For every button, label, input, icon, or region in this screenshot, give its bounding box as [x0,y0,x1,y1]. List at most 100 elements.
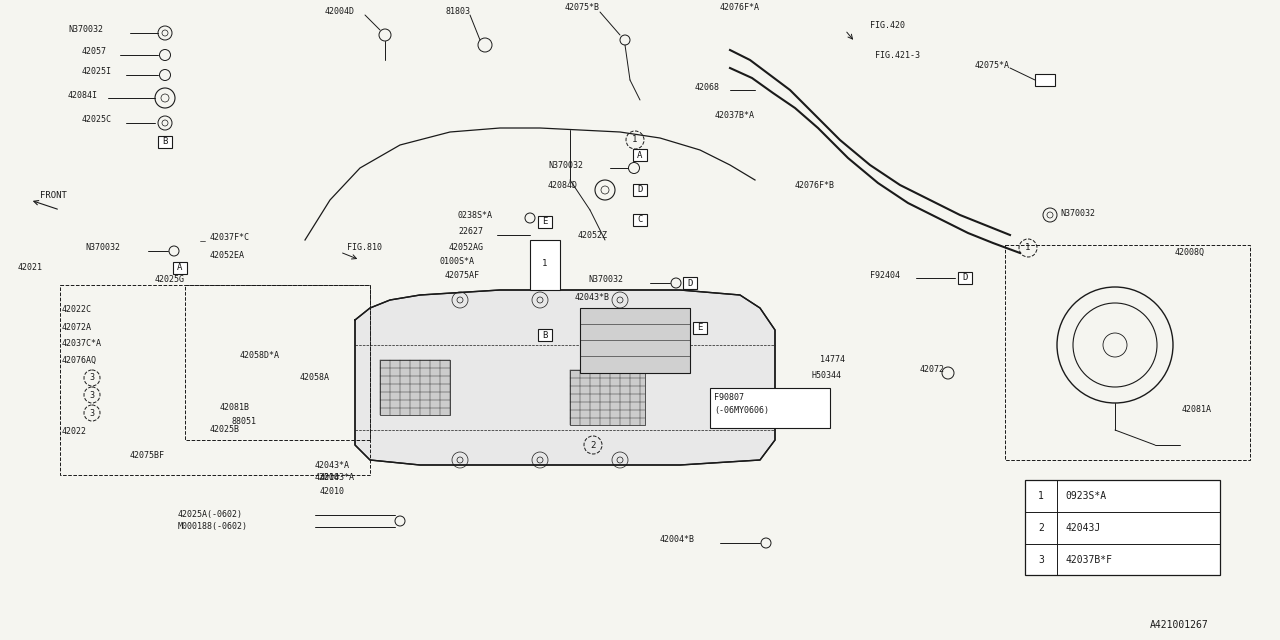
Text: 14774: 14774 [820,355,845,365]
Bar [957,272,972,284]
Polygon shape [355,290,774,465]
Text: FIG.810: FIG.810 [347,243,381,253]
Text: 3: 3 [1038,555,1044,565]
Text: 42075*A: 42075*A [975,61,1010,70]
Text: 42022: 42022 [61,428,87,436]
Text: 42025A(-0602): 42025A(-0602) [178,511,243,520]
Text: 42084I: 42084I [68,90,99,99]
Text: 42043J: 42043J [1065,523,1101,533]
Text: 42075AF: 42075AF [445,271,480,280]
Text: D: D [687,278,692,287]
Bar [157,136,172,148]
Text: 42008Q: 42008Q [1175,248,1204,257]
Text: 42076F*A: 42076F*A [719,3,760,13]
Bar [1025,480,1220,575]
Text: 42004D: 42004D [325,8,355,17]
Text: 0100S*A: 0100S*A [440,257,475,266]
Text: 0923S*A: 0923S*A [1065,491,1106,501]
Bar [634,184,646,196]
Text: 42058A: 42058A [300,374,330,383]
Text: A: A [637,150,643,159]
Text: 42058D*A: 42058D*A [241,351,280,360]
Text: 42037B*F: 42037B*F [1065,555,1112,565]
Text: 42075*B: 42075*B [564,3,600,13]
Text: 42081B: 42081B [220,403,250,413]
Text: 42043*A: 42043*A [315,461,349,470]
Text: D: D [637,186,643,195]
Text: N370032: N370032 [588,275,623,285]
Text: 42037F*C: 42037F*C [210,234,250,243]
Text: N370032: N370032 [68,26,102,35]
Text: 88051: 88051 [232,417,257,426]
Text: 42037C*A: 42037C*A [61,339,102,349]
Text: 42052EA: 42052EA [210,250,244,259]
Text: B: B [543,330,548,339]
Bar [710,388,829,428]
Text: FIG.421-3: FIG.421-3 [876,51,920,60]
Bar [538,329,552,341]
Text: 1: 1 [632,136,637,145]
Text: N370032: N370032 [84,243,120,253]
Bar [173,262,187,274]
Text: 42075BF: 42075BF [131,451,165,460]
Text: (-06MY0606): (-06MY0606) [714,406,769,415]
Text: C: C [637,216,643,225]
Text: 42081A: 42081A [1181,406,1212,415]
Text: 42025I: 42025I [82,67,113,77]
Text: B: B [163,138,168,147]
Text: 42076F*B: 42076F*B [795,180,835,189]
Bar [530,240,561,290]
Text: 3: 3 [90,408,95,417]
Text: 22627: 22627 [458,227,483,237]
Bar [692,322,707,334]
Text: 42025B: 42025B [210,426,241,435]
Text: F92404: F92404 [870,271,900,280]
Text: D: D [963,273,968,282]
Text: 42037B*A: 42037B*A [716,111,755,120]
Bar [538,216,552,228]
Text: 42068: 42068 [695,83,719,93]
Text: FRONT: FRONT [40,191,67,200]
Text: 42010: 42010 [315,474,340,483]
Bar [684,277,698,289]
Text: 3: 3 [90,374,95,383]
Text: 81803: 81803 [445,8,470,17]
Text: 42076AQ: 42076AQ [61,355,97,365]
Text: FIG.420: FIG.420 [870,20,905,29]
Text: M000188(-0602): M000188(-0602) [178,522,248,531]
Text: 42043*A: 42043*A [320,474,355,483]
Bar [580,308,690,373]
Text: 42004*B: 42004*B [660,536,695,545]
Text: N370032: N370032 [548,161,582,170]
Text: 42072A: 42072A [61,323,92,333]
Bar [186,285,370,440]
Text: 42084D: 42084D [548,180,579,189]
Text: 42021: 42021 [18,264,44,273]
Text: 1: 1 [543,259,548,268]
Text: 3: 3 [90,390,95,399]
Text: E: E [698,323,703,333]
Text: 0238S*A: 0238S*A [458,211,493,220]
Text: 42057: 42057 [82,47,108,56]
Text: 2: 2 [590,440,595,449]
Text: 42072: 42072 [920,365,945,374]
Bar [60,285,370,475]
Text: 42025C: 42025C [82,115,113,125]
Text: N370032: N370032 [1060,209,1094,218]
Bar [380,360,451,415]
Text: 42052AG: 42052AG [449,243,484,253]
Text: 2: 2 [1038,523,1044,533]
Text: 42025G: 42025G [155,275,186,285]
Bar [1005,245,1251,460]
Text: 42043*B: 42043*B [575,294,611,303]
Text: 42010: 42010 [320,488,346,497]
Text: 42052Z: 42052Z [579,230,608,239]
Text: E: E [543,218,548,227]
Text: 1: 1 [1038,491,1044,501]
Text: A421001267: A421001267 [1149,620,1208,630]
Text: 1: 1 [1025,243,1030,253]
Text: F90807: F90807 [714,394,744,403]
Bar [1036,74,1055,86]
Bar [634,214,646,226]
Bar [570,370,645,425]
